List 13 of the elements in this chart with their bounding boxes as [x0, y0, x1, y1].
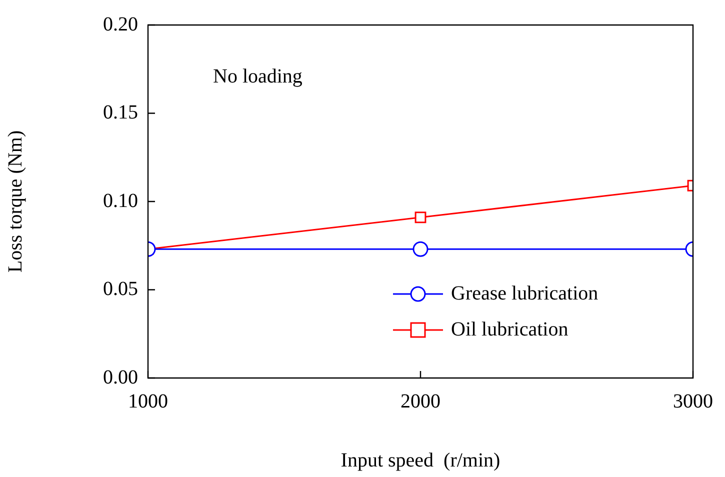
- x-tick-label: 3000: [673, 390, 713, 412]
- y-tick-label: 0.00: [103, 366, 138, 388]
- x-axis-title: Input speed (r/min): [340, 449, 500, 472]
- x-tick-label: 2000: [400, 390, 440, 412]
- legend-label: Grease lubrication: [451, 282, 598, 304]
- y-tick-label: 0.20: [103, 13, 138, 36]
- annotation: No loading: [213, 65, 302, 88]
- y-tick-label: 0.05: [103, 278, 138, 300]
- y-tick-label: 0.10: [103, 190, 138, 212]
- y-tick-label: 0.15: [103, 102, 138, 124]
- y-axis-title: Loss torque (Nm): [4, 130, 26, 273]
- x-tick-label: 1000: [128, 390, 168, 412]
- legend-label: Oil lubrication: [451, 318, 568, 340]
